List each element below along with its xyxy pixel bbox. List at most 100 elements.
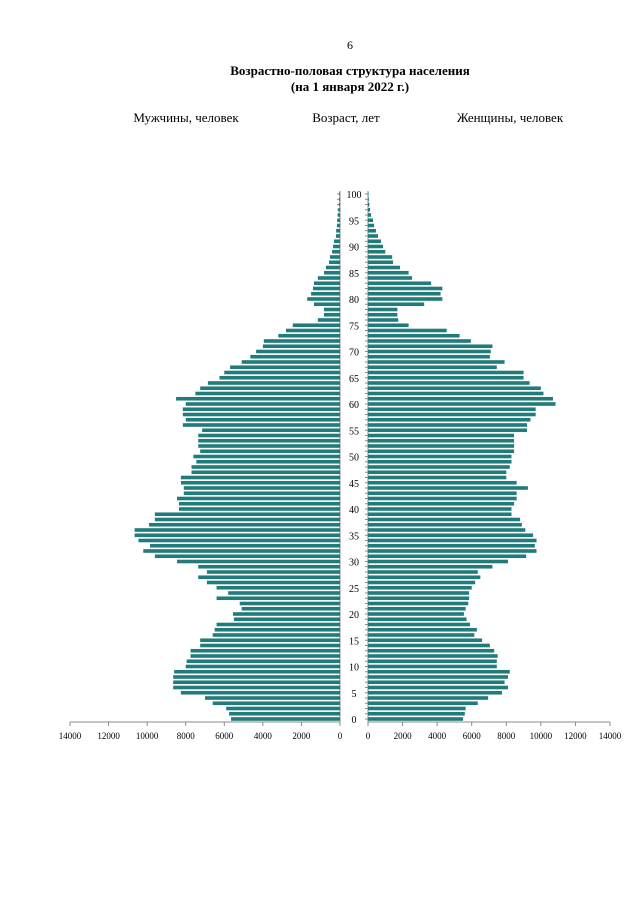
bar-right <box>368 417 531 422</box>
bar-right <box>368 501 515 506</box>
bar-right <box>368 396 553 401</box>
bar-left <box>313 302 340 307</box>
bar-right <box>368 701 478 706</box>
bar-left <box>183 491 340 496</box>
bar-right <box>368 307 398 312</box>
bar-left <box>334 239 340 244</box>
bar-left <box>335 234 340 238</box>
bar-left <box>256 349 340 354</box>
bar-right <box>368 276 413 280</box>
y-tick-label: 70 <box>349 348 359 359</box>
bar-right <box>368 265 400 270</box>
bar-left <box>216 596 340 601</box>
x-tick-label: 12000 <box>97 731 120 741</box>
bar-left <box>190 648 340 653</box>
y-tick-label: 65 <box>349 374 359 385</box>
bar-left <box>206 570 340 574</box>
y-tick-label: 55 <box>349 426 359 437</box>
y-tick-label: 20 <box>349 610 359 621</box>
bar-left <box>332 249 340 254</box>
bar-left <box>180 690 340 695</box>
bar-right <box>368 454 512 459</box>
bar-left <box>216 622 340 627</box>
bar-right <box>368 270 409 275</box>
bar-left <box>150 543 340 548</box>
bar-left <box>173 680 340 685</box>
bar-left <box>193 454 340 459</box>
x-tick-label: 10000 <box>530 731 553 741</box>
bar-left <box>198 433 340 438</box>
bar-left <box>338 202 340 207</box>
bar-right <box>368 564 493 569</box>
x-tick-label: 6000 <box>463 731 482 741</box>
bar-left <box>173 675 340 679</box>
bar-right <box>368 323 409 328</box>
bar-left <box>200 638 340 643</box>
bar-right <box>368 491 517 496</box>
bar-left <box>174 669 340 674</box>
bar-left <box>230 365 340 370</box>
bar-left <box>325 265 340 270</box>
bar-right <box>368 218 374 223</box>
bar-left <box>143 549 340 553</box>
bar-left <box>173 685 340 690</box>
bar-right <box>368 260 394 265</box>
axis-label: Возраст, лет <box>312 110 380 125</box>
bar-left <box>198 575 340 580</box>
bar-right <box>368 685 509 690</box>
bar-right <box>368 538 537 543</box>
bar-left <box>207 381 340 385</box>
bar-left <box>232 612 340 616</box>
y-tick-label: 30 <box>349 558 359 569</box>
bar-right <box>368 643 490 648</box>
bar-right <box>368 207 371 212</box>
bar-right <box>368 360 505 364</box>
x-tick-label: 10000 <box>136 731 159 741</box>
bar-right <box>368 522 522 527</box>
bar-right <box>368 549 537 553</box>
bar-right <box>368 391 544 396</box>
bar-left <box>250 354 340 359</box>
bar-right <box>368 711 465 716</box>
bar-right <box>368 381 530 385</box>
x-tick-label: 2000 <box>394 731 413 741</box>
bar-right <box>368 612 464 616</box>
y-tick-label: 95 <box>349 216 359 227</box>
bar-left <box>233 617 340 622</box>
bar-right <box>368 638 483 643</box>
y-tick-label: 90 <box>349 243 359 254</box>
bar-left <box>339 192 340 196</box>
x-tick-label: 0 <box>338 731 343 741</box>
bar-left <box>138 538 340 543</box>
bar-right <box>368 585 472 590</box>
bar-right <box>368 228 376 233</box>
bar-left <box>216 585 340 590</box>
bar-right <box>368 255 393 259</box>
bar-left <box>323 270 340 275</box>
bar-left <box>191 470 340 475</box>
bar-right <box>368 402 556 406</box>
bar-right <box>368 570 478 574</box>
bar-right <box>368 433 515 438</box>
bar-left <box>134 528 340 532</box>
bar-right <box>368 344 493 349</box>
bar-right <box>368 407 536 412</box>
bar-left <box>182 423 340 427</box>
bar-right <box>368 554 527 559</box>
bar-left <box>228 591 340 595</box>
x-tick-label: 4000 <box>428 731 447 741</box>
bar-left <box>154 512 340 517</box>
bar-left <box>185 402 340 406</box>
y-tick-label: 80 <box>349 295 359 306</box>
page-number: 6 <box>347 38 353 52</box>
bar-right <box>368 312 398 317</box>
bar-right <box>368 675 509 679</box>
bar-left <box>292 323 340 328</box>
bar-right <box>368 559 509 564</box>
bar-right <box>368 486 528 490</box>
bar-right <box>368 717 464 721</box>
y-tick-label: 10 <box>349 663 359 674</box>
bar-right <box>368 318 399 322</box>
bar-left <box>154 517 340 522</box>
